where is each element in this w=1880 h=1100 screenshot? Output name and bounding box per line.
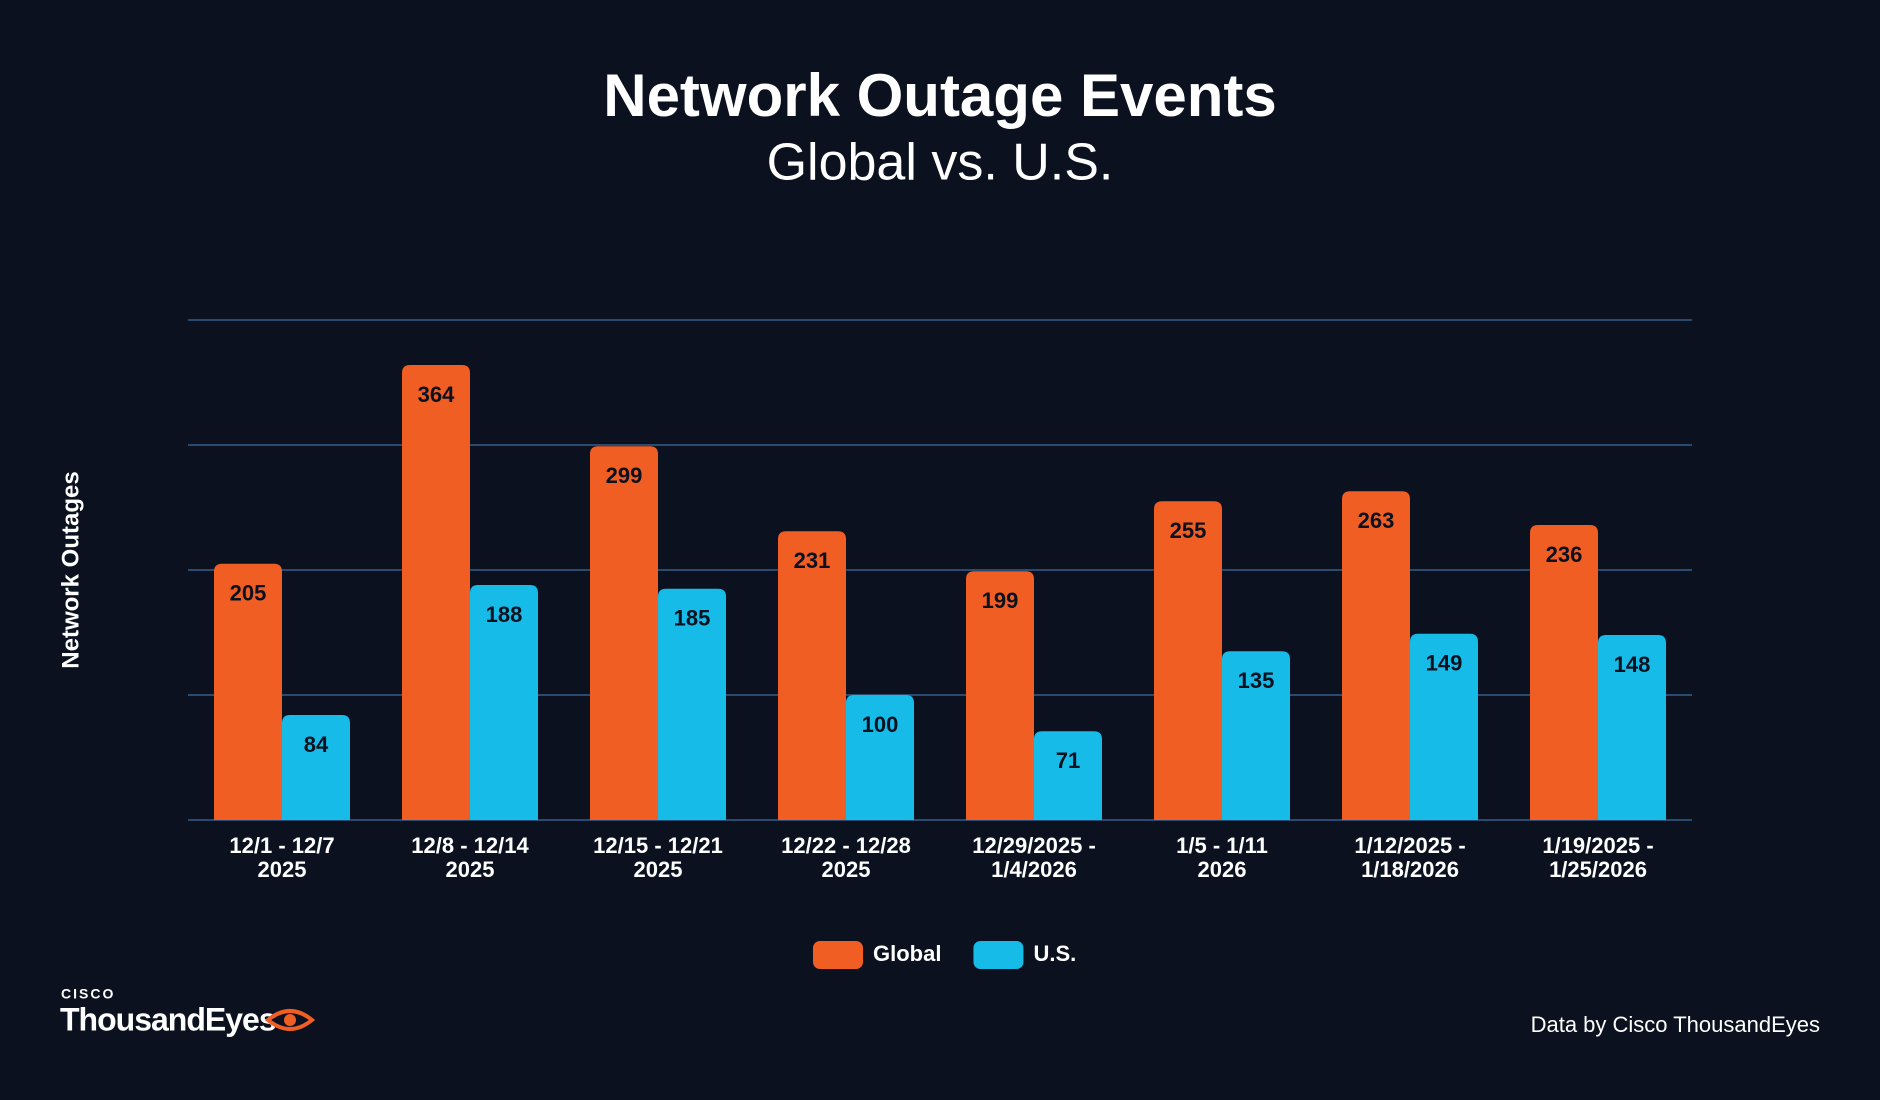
value-label: 263 [1358,508,1395,533]
value-label: 299 [606,463,643,488]
value-label: 364 [418,382,455,407]
x-tick-label: 12/15 - 12/21 [593,833,723,858]
value-label: 185 [674,606,711,631]
value-label: 71 [1056,748,1080,773]
bar [1154,501,1222,820]
value-label: 255 [1170,518,1207,543]
brand-name: CISCO [61,986,115,1002]
bar [1410,633,1478,820]
x-tick-label: 1/5 - 1/11 [1176,833,1268,858]
x-tick-label: 2025 [446,857,495,882]
value-label: 236 [1546,542,1583,567]
bar [778,531,846,820]
bar [214,563,282,820]
legend-swatch [973,941,1024,969]
legend-label: U.S. [1033,941,1076,966]
y-axis-label: Network Outages [57,471,84,668]
value-label: 84 [304,732,329,757]
value-label: 100 [862,712,899,737]
value-label: 149 [1426,651,1463,676]
bar [470,585,538,820]
bar [282,715,350,820]
x-tick-label: 2026 [1198,857,1247,882]
chart-subtitle: Global vs. U.S. [767,134,1114,192]
legend-swatch [813,941,863,969]
x-tick-label: 12/29/2025 - [972,833,1096,858]
x-tick-label: 2025 [258,857,307,882]
x-tick-label: 1/25/2026 [1549,857,1647,882]
x-tick-label: 1/4/2026 [991,857,1077,882]
bar [658,588,726,820]
bar [1530,525,1598,820]
x-tick-label: 1/12/2025 - [1354,833,1465,858]
value-label: 148 [1614,652,1651,677]
x-tick-label: 2025 [634,857,683,882]
value-label: 231 [794,548,831,573]
legend-label: Global [873,941,941,966]
x-tick-label: 12/22 - 12/28 [781,833,911,858]
value-label: 188 [486,602,523,627]
product-logo: ThousandEyes [60,1001,276,1037]
x-tick-label: 12/1 - 12/7 [229,833,334,858]
bar [1342,491,1410,820]
x-tick-label: 12/8 - 12/14 [411,833,529,858]
x-tick-label: 1/18/2026 [1361,857,1459,882]
bar [590,446,658,820]
bar [1222,651,1290,820]
bar [846,695,914,820]
bar [1598,635,1666,820]
eye-icon [264,1009,316,1031]
value-label: 135 [1238,668,1275,693]
bar [966,571,1034,820]
x-tick-label: 1/19/2025 - [1542,833,1653,858]
bar [1034,731,1102,820]
x-tick-label: 2025 [822,857,871,882]
chart-title: Network Outage Events [603,62,1277,129]
value-label: 199 [982,588,1019,613]
value-label: 205 [230,581,267,606]
bar [402,365,470,820]
source-note: Data by Cisco ThousandEyes [1531,1012,1820,1037]
